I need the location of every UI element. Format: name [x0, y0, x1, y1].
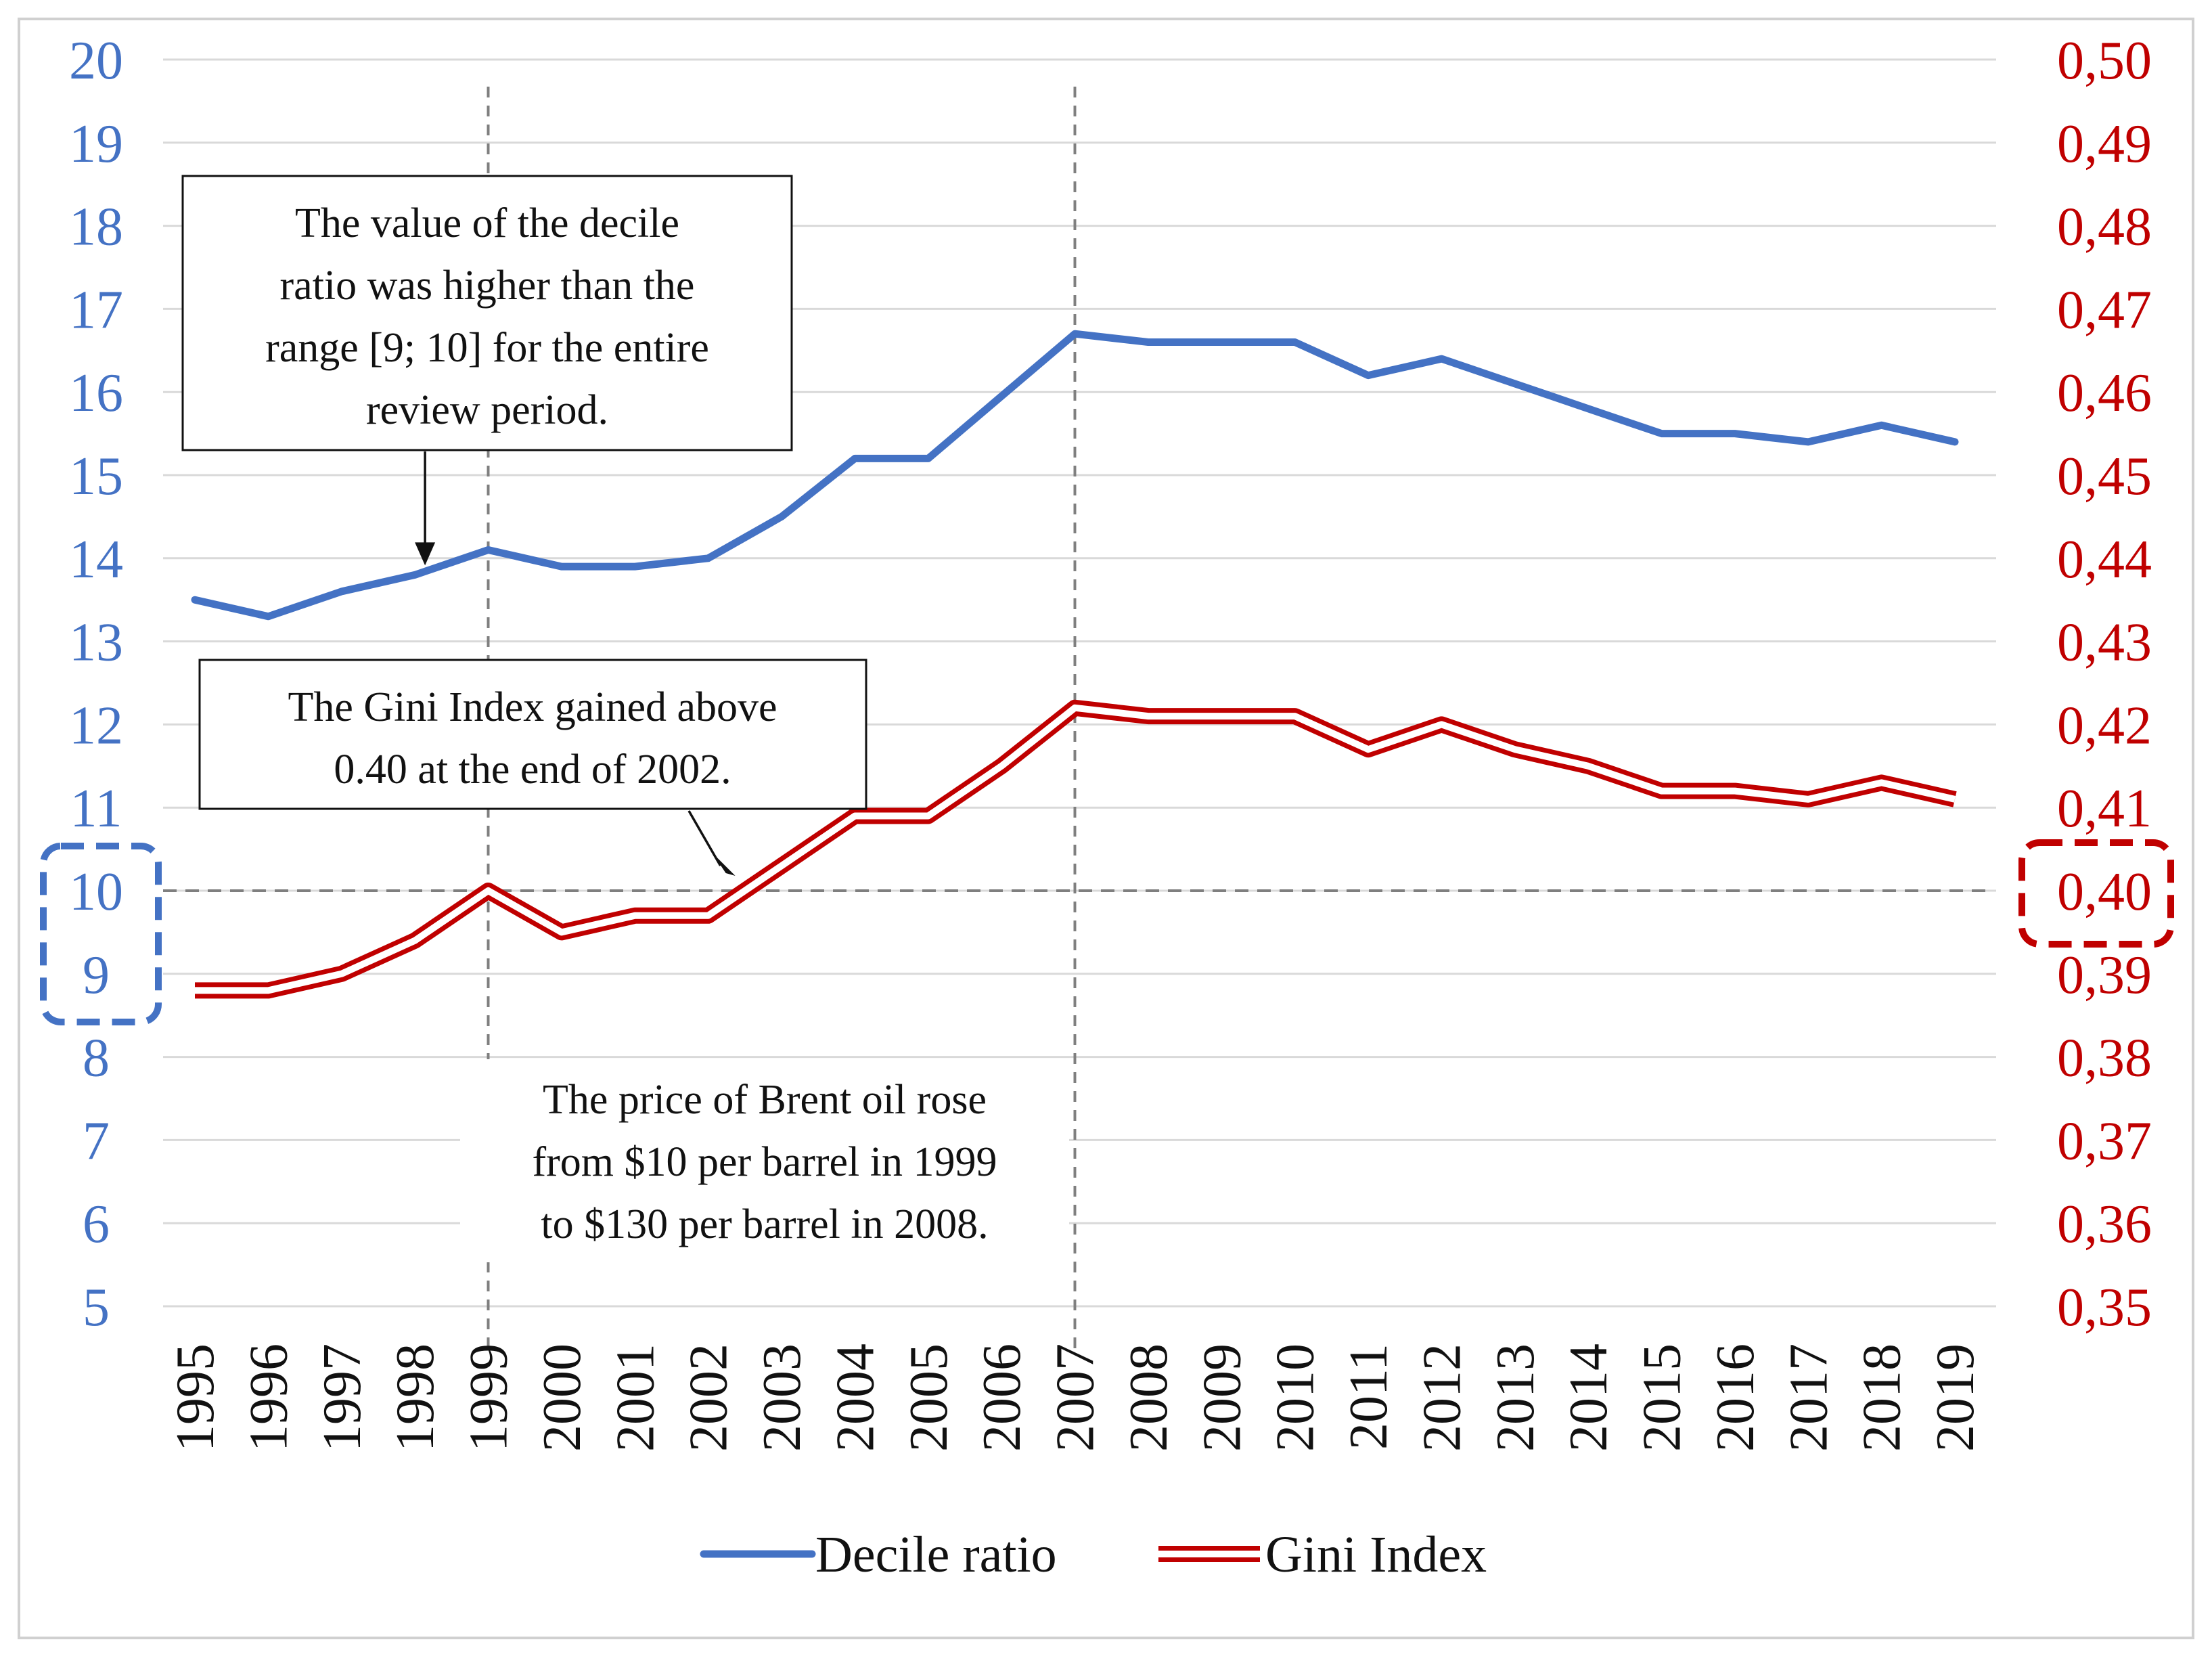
right-tick-label: 0,48	[2057, 198, 2152, 257]
legend-label-gini: Gini Index	[1265, 1526, 1487, 1583]
x-tick-label: 2004	[826, 1344, 885, 1452]
right-tick-label: 0,41	[2057, 779, 2152, 839]
left-tick-label: 17	[69, 280, 123, 340]
annotation-text-line: review period.	[366, 387, 608, 433]
annotation-box-decile	[181, 175, 793, 451]
left-axis-ticks: 20 19 18 17 16 15 14 13 12 11 10 9 8 7 6 5	[69, 31, 123, 1337]
right-tick-label: 0,49	[2057, 114, 2152, 174]
left-tick-label: 11	[70, 779, 122, 839]
right-tick-label: 0,44	[2057, 530, 2152, 590]
annotation-box-gini	[198, 659, 867, 810]
right-axis-ticks: 0,50 0,49 0,48 0,47 0,46 0,45 0,44 0,43 0,42 0,41…	[2057, 31, 2152, 1337]
right-tick-label: 0,42	[2057, 696, 2152, 755]
right-tick-label: 0,45	[2057, 447, 2152, 506]
x-tick-label: 1999	[459, 1344, 519, 1452]
left-tick-label: 10	[69, 862, 123, 922]
annotation-arrowhead-gini	[712, 853, 736, 876]
x-tick-label: 2011	[1339, 1344, 1399, 1450]
annotation-text-line: The value of the decile	[295, 200, 679, 246]
left-tick-label: 15	[69, 447, 123, 506]
x-tick-label: 2002	[679, 1344, 739, 1452]
right-tick-label: 0,36	[2057, 1195, 2152, 1254]
left-tick-label: 16	[69, 363, 123, 423]
x-tick-label: 2001	[606, 1344, 665, 1452]
left-tick-label: 7	[83, 1111, 110, 1171]
left-tick-label: 9	[83, 946, 110, 1005]
left-tick-label: 5	[83, 1278, 110, 1337]
right-tick-label: 0,47	[2057, 280, 2152, 340]
decile-ratio-line	[191, 330, 1959, 621]
annotation-text-line: from $10 per barrel in 1999	[533, 1139, 997, 1185]
annotation-text-line: to $130 per barrel in 2008.	[541, 1201, 988, 1247]
highlight-boxes	[40, 839, 2174, 1025]
highlight-box-right	[2018, 839, 2174, 948]
annotation-text-line: The Gini Index gained above	[288, 684, 777, 730]
x-tick-label: 1998	[386, 1344, 445, 1452]
x-tick-label: 2018	[1853, 1344, 1912, 1452]
annotation-text-line: ratio was higher than the	[280, 263, 695, 309]
x-tick-label: 2013	[1486, 1344, 1545, 1452]
left-tick-label: 19	[69, 114, 123, 174]
right-tick-label: 0,38	[2057, 1029, 2152, 1088]
x-tick-label: 2019	[1926, 1344, 1985, 1452]
series-lines	[191, 330, 1959, 999]
left-tick-label: 12	[69, 696, 123, 755]
x-tick-label: 2008	[1119, 1344, 1179, 1452]
x-tick-label: 2009	[1192, 1344, 1252, 1452]
highlight-box-left	[40, 843, 162, 1025]
x-tick-label: 2016	[1706, 1344, 1765, 1452]
x-tick-label: 2015	[1633, 1344, 1692, 1452]
annotation-text-line: The price of Brent oil rose	[543, 1077, 987, 1123]
legend-label-decile: Decile ratio	[815, 1526, 1057, 1583]
x-tick-label: 2006	[972, 1344, 1032, 1452]
annotation-arrowhead-decile	[415, 542, 436, 566]
left-tick-label: 20	[69, 31, 123, 91]
left-tick-label: 8	[83, 1029, 110, 1088]
right-tick-label: 0,43	[2057, 613, 2152, 673]
annotation-text-line: range [9; 10] for the entire	[265, 325, 709, 371]
x-tick-label: 2005	[899, 1344, 959, 1452]
x-axis-ticks: 1995 1996 1997 1998 1999 2000 2001 2002 2003 2004…	[166, 1344, 1985, 1452]
annotation-text-line: 0.40 at the end of 2002.	[334, 747, 731, 793]
x-tick-label: 1997	[313, 1344, 372, 1452]
annotations: The value of the decile ratio was higher …	[181, 175, 1069, 1262]
x-tick-label: 2017	[1779, 1344, 1838, 1452]
x-tick-label: 1995	[166, 1344, 225, 1452]
right-tick-label: 0,37	[2057, 1111, 2152, 1171]
right-tick-label: 0,39	[2057, 946, 2152, 1005]
right-tick-label: 0,50	[2057, 31, 2152, 91]
x-tick-label: 2007	[1046, 1344, 1106, 1452]
right-tick-label: 0,40	[2057, 862, 2152, 922]
right-tick-label: 0,46	[2057, 363, 2152, 423]
gini-index-line-inner	[195, 704, 1956, 994]
legend: Decile ratio Gini Index	[700, 1526, 1487, 1583]
left-tick-label: 6	[83, 1195, 110, 1254]
x-tick-label: 2012	[1412, 1344, 1472, 1452]
x-tick-label: 2000	[533, 1344, 592, 1452]
right-tick-label: 0,35	[2057, 1278, 2152, 1337]
left-tick-label: 18	[69, 198, 123, 257]
left-tick-label: 13	[69, 613, 123, 673]
x-tick-label: 2003	[752, 1344, 812, 1452]
x-tick-label: 1996	[239, 1344, 298, 1452]
x-tick-label: 2010	[1266, 1344, 1326, 1452]
left-tick-label: 14	[69, 530, 123, 590]
x-tick-label: 2014	[1559, 1344, 1619, 1452]
annotation-bg-brent	[460, 1059, 1069, 1262]
